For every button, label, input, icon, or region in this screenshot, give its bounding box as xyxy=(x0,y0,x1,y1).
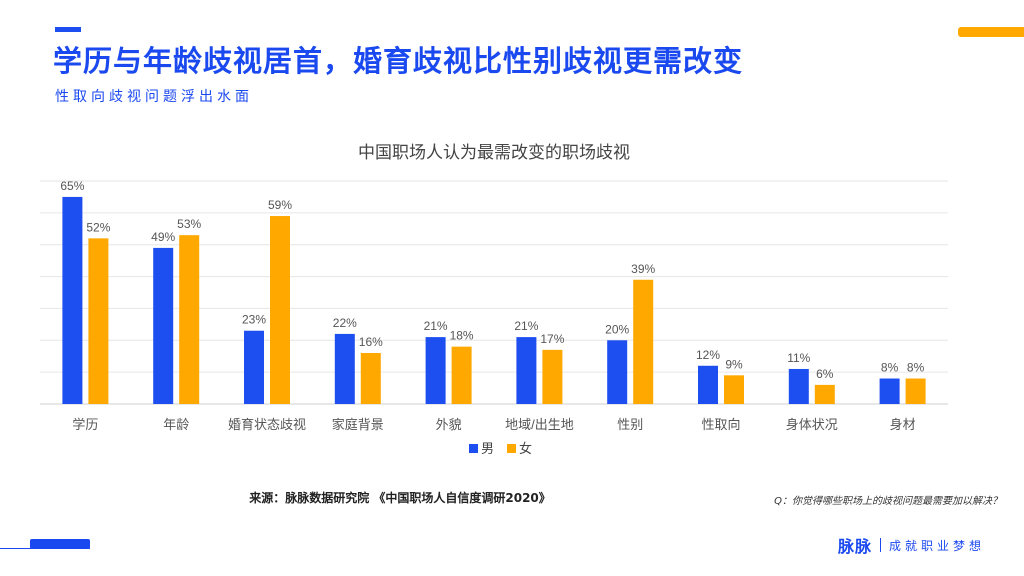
bar-female xyxy=(814,384,835,404)
data-label: 23% xyxy=(242,313,266,327)
data-label: 59% xyxy=(268,198,292,212)
bar-female xyxy=(542,349,563,404)
chart-title: 中国职场人认为最需改变的职场歧视 xyxy=(358,143,630,162)
page-title: 学历与年龄歧视居首，婚育歧视比性别歧视更需改变 xyxy=(53,44,744,78)
category-label: 性别 xyxy=(617,417,643,432)
bar-male xyxy=(607,340,628,404)
bar-female xyxy=(179,235,200,404)
data-label: 18% xyxy=(450,329,474,343)
data-label: 9% xyxy=(725,357,743,371)
legend-label: 男 xyxy=(481,441,494,456)
bar-male xyxy=(879,378,900,404)
bar-female xyxy=(451,346,472,404)
page-subtitle: 性取向歧视问题浮出水面 xyxy=(55,89,253,105)
bar-female xyxy=(724,375,744,404)
bar-male xyxy=(425,337,446,404)
data-label: 20% xyxy=(605,322,629,336)
bar-male xyxy=(516,337,537,404)
data-label: 39% xyxy=(631,262,655,276)
category-label: 性取向 xyxy=(701,417,740,432)
category-label: 身体状况 xyxy=(786,417,838,432)
data-label: 22% xyxy=(333,316,357,330)
corner-accent-bar xyxy=(958,27,1024,37)
bar-female xyxy=(88,238,109,404)
survey-question: Q：你觉得哪些职场上的歧视问题最需要加以解决？ xyxy=(774,496,1002,507)
data-label: 53% xyxy=(177,217,201,231)
data-label: 21% xyxy=(424,319,448,333)
footer-accent-bar xyxy=(0,539,90,549)
bar-female xyxy=(360,353,381,404)
category-label: 学历 xyxy=(72,417,98,432)
bar-female xyxy=(270,216,290,404)
bar-male xyxy=(62,196,83,404)
bar-female xyxy=(633,279,654,404)
bar-male xyxy=(153,247,174,404)
data-label: 16% xyxy=(359,335,383,349)
bar-male xyxy=(698,365,718,404)
brand-slogan: 成就职业梦想 xyxy=(889,538,986,553)
legend-swatch-female xyxy=(507,444,516,453)
data-label: 8% xyxy=(881,361,899,375)
data-label: 49% xyxy=(151,230,175,244)
category-label: 外貌 xyxy=(436,417,462,432)
bar-chart: 中国职场人认为最需改变的职场歧视 65% 52% 学历 49%53% 年龄 23% 59% 婚育… xyxy=(40,143,948,456)
data-label: 6% xyxy=(816,367,834,381)
category-label: 年龄 xyxy=(163,417,189,432)
bar-male xyxy=(244,330,264,404)
category-label: 地域/出生地 xyxy=(505,417,574,432)
bar-male xyxy=(334,333,355,404)
category-label: 家庭背景 xyxy=(332,417,384,432)
brand-logo: 脉脉 xyxy=(838,537,873,556)
title-accent-bar xyxy=(55,27,81,32)
data-label: 21% xyxy=(514,319,538,333)
bar-female xyxy=(905,378,926,404)
data-label: 11% xyxy=(787,351,810,365)
data-label: 12% xyxy=(696,348,720,362)
brand-divider xyxy=(880,538,882,552)
data-label: 65% xyxy=(60,179,84,193)
data-label: 8% xyxy=(907,361,925,375)
bar-male xyxy=(788,368,809,404)
category-label: 身材 xyxy=(890,417,916,432)
legend-label: 女 xyxy=(519,441,532,456)
category-label: 婚育状态歧视 xyxy=(228,417,306,432)
legend-swatch-male xyxy=(469,444,478,453)
data-label: 17% xyxy=(540,332,564,346)
source-note: 来源：脉脉数据研究院 《中国职场人自信度调研2020》 xyxy=(249,491,551,505)
data-label: 52% xyxy=(86,220,110,234)
brand-footer: 脉脉 成就职业梦想 xyxy=(838,533,985,557)
